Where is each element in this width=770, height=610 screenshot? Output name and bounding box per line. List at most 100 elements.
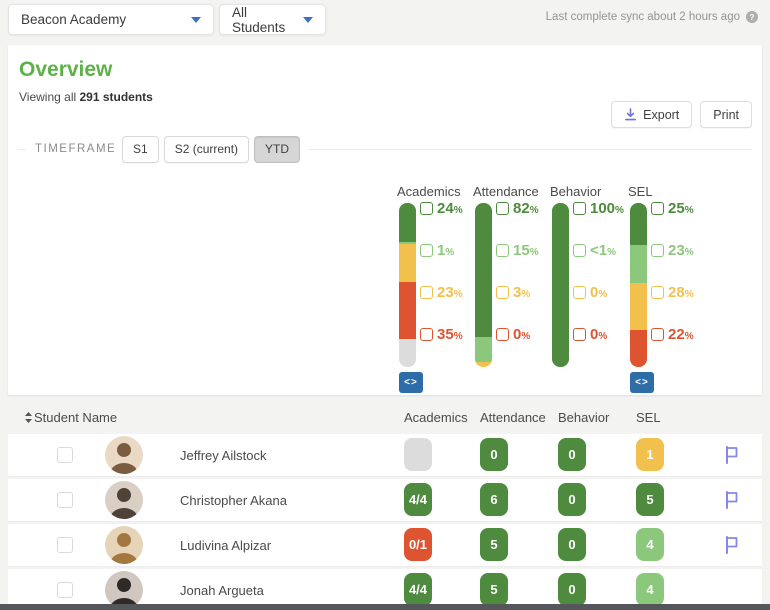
segment-filter-checkbox[interactable] (420, 285, 433, 299)
segment-percentage: 82% (513, 199, 539, 217)
segment-filter-checkbox[interactable] (573, 243, 586, 257)
metric-badge[interactable]: 4 (636, 573, 664, 606)
table-row[interactable]: Christopher Akana 4/4 6 0 5 (8, 479, 762, 521)
metric-badge[interactable]: 1 (636, 438, 664, 471)
row-select-checkbox[interactable] (57, 537, 73, 553)
segment-filter-checkbox[interactable] (420, 243, 433, 257)
column-header-sel[interactable]: SEL (636, 410, 661, 425)
metric-badge[interactable]: 5 (480, 528, 508, 561)
row-select-checkbox[interactable] (57, 492, 73, 508)
student-name[interactable]: Ludivina Alpizar (180, 538, 272, 553)
segment-filter-checkbox[interactable] (496, 285, 509, 299)
segment-filter-checkbox[interactable] (651, 327, 664, 341)
column-header-student-name[interactable]: Student Name (34, 410, 118, 425)
segment-filter-checkbox[interactable] (573, 285, 586, 299)
segment-filter-checkbox[interactable] (496, 201, 509, 215)
student-name[interactable]: Christopher Akana (180, 493, 287, 508)
metric-badge[interactable]: 6 (480, 483, 508, 516)
metric-badge[interactable]: 0 (558, 438, 586, 471)
chart-column-title-behavior: Behavior (550, 184, 602, 199)
metric-badge[interactable]: 4/4 (404, 483, 432, 516)
chart-column-body-academics: 24% 1% 23% 35% (399, 200, 479, 368)
print-button[interactable]: Print (700, 101, 752, 128)
flag-icon[interactable] (724, 490, 739, 515)
table-row[interactable]: Jeffrey Ailstock 0 0 1 (8, 434, 762, 476)
bar-label-row: 35% (420, 325, 463, 343)
stacked-bar-academics (399, 203, 416, 367)
timeframe-option-s2-current-[interactable]: S2 (current) (163, 135, 250, 163)
bar-segment-light-green (630, 244, 647, 284)
column-header-attendance[interactable]: Attendance (480, 410, 546, 425)
chart-column-behavior: Behavior 100% <1% 0% 0% (550, 184, 632, 368)
timeframe-option-s1[interactable]: S1 (122, 135, 159, 163)
metric-badge[interactable]: 4/4 (404, 573, 432, 606)
metric-cell-sel: 4 (636, 528, 664, 561)
metric-badge[interactable]: 0 (558, 528, 586, 561)
segment-filter-checkbox[interactable] (651, 243, 664, 257)
row-select-checkbox[interactable] (57, 447, 73, 463)
segment-percentage: 0% (590, 325, 608, 343)
bar-label-row: 3% (496, 284, 539, 301)
student-group-value: All Students (232, 4, 286, 35)
segment-percentage: <1% (590, 241, 617, 259)
metric-cell-academics: 4/4 (404, 573, 432, 606)
segment-filter-checkbox[interactable] (496, 243, 509, 257)
segment-percentage: 15% (513, 241, 539, 259)
metric-badge[interactable] (404, 438, 432, 471)
viewing-summary: Viewing all 291 students (19, 90, 153, 104)
bar-label-row: <1% (573, 241, 624, 259)
bar-segment-light-green (475, 337, 492, 363)
sync-info-icon[interactable]: ? (746, 11, 758, 23)
school-selector-dropdown[interactable]: Beacon Academy (8, 4, 214, 35)
percent-sign: % (453, 204, 463, 216)
chart-column-sel: SEL 25% 23% 28% 22% <> (628, 184, 710, 393)
chart-column-title-sel: SEL (628, 184, 653, 199)
metric-badge[interactable]: 0 (558, 573, 586, 606)
flag-icon[interactable] (724, 535, 739, 560)
metric-badge[interactable]: 0 (558, 483, 586, 516)
table-row[interactable]: Jonah Argueta 4/4 5 0 4 (8, 569, 762, 610)
bar-segment-red (630, 330, 647, 367)
student-name[interactable]: Jonah Argueta (180, 583, 264, 598)
metric-cell-academics: 4/4 (404, 483, 432, 516)
column-header-behavior[interactable]: Behavior (558, 410, 610, 425)
table-row[interactable]: Ludivina Alpizar 0/1 5 0 4 (8, 524, 762, 566)
segment-filter-checkbox[interactable] (573, 327, 586, 341)
bar-label-row: 82% (496, 199, 539, 217)
segment-filter-checkbox[interactable] (420, 327, 433, 341)
stacked-bar-behavior (552, 203, 569, 367)
bar-segment-dark-green (552, 203, 569, 367)
sort-icon[interactable] (24, 411, 33, 427)
segment-filter-checkbox[interactable] (496, 327, 509, 341)
percent-sign: % (529, 246, 539, 258)
metric-cell-sel: 5 (636, 483, 664, 516)
segment-percentage: 35% (437, 325, 463, 343)
embed-code-button[interactable]: <> (399, 372, 423, 393)
metric-badge[interactable]: 0/1 (404, 528, 432, 561)
student-group-dropdown[interactable]: All Students (219, 4, 326, 35)
student-name[interactable]: Jeffrey Ailstock (180, 448, 267, 463)
embed-code-button[interactable]: <> (630, 372, 654, 393)
percent-sign: % (684, 330, 694, 342)
metric-badge[interactable]: 4 (636, 528, 664, 561)
metric-badge[interactable]: 5 (480, 573, 508, 606)
timeframe-option-ytd[interactable]: YTD (254, 135, 301, 163)
percent-sign: % (684, 288, 694, 300)
page-title: Overview (19, 58, 113, 81)
segment-filter-checkbox[interactable] (651, 201, 664, 215)
export-button[interactable]: Export (611, 101, 693, 128)
metric-badge[interactable]: 0 (480, 438, 508, 471)
row-select-checkbox[interactable] (57, 582, 73, 598)
segment-filter-checkbox[interactable] (651, 285, 664, 299)
metric-badge[interactable]: 5 (636, 483, 664, 516)
avatar (105, 481, 143, 519)
metric-cell-academics: 0/1 (404, 528, 432, 561)
percent-sign: % (529, 204, 539, 216)
percent-sign: % (453, 330, 463, 342)
segment-filter-checkbox[interactable] (420, 201, 433, 215)
metric-cell-attendance: 6 (480, 483, 508, 516)
flag-icon[interactable] (724, 445, 739, 470)
column-header-academics[interactable]: Academics (404, 410, 468, 425)
percent-sign: % (445, 246, 455, 258)
segment-filter-checkbox[interactable] (573, 201, 586, 215)
